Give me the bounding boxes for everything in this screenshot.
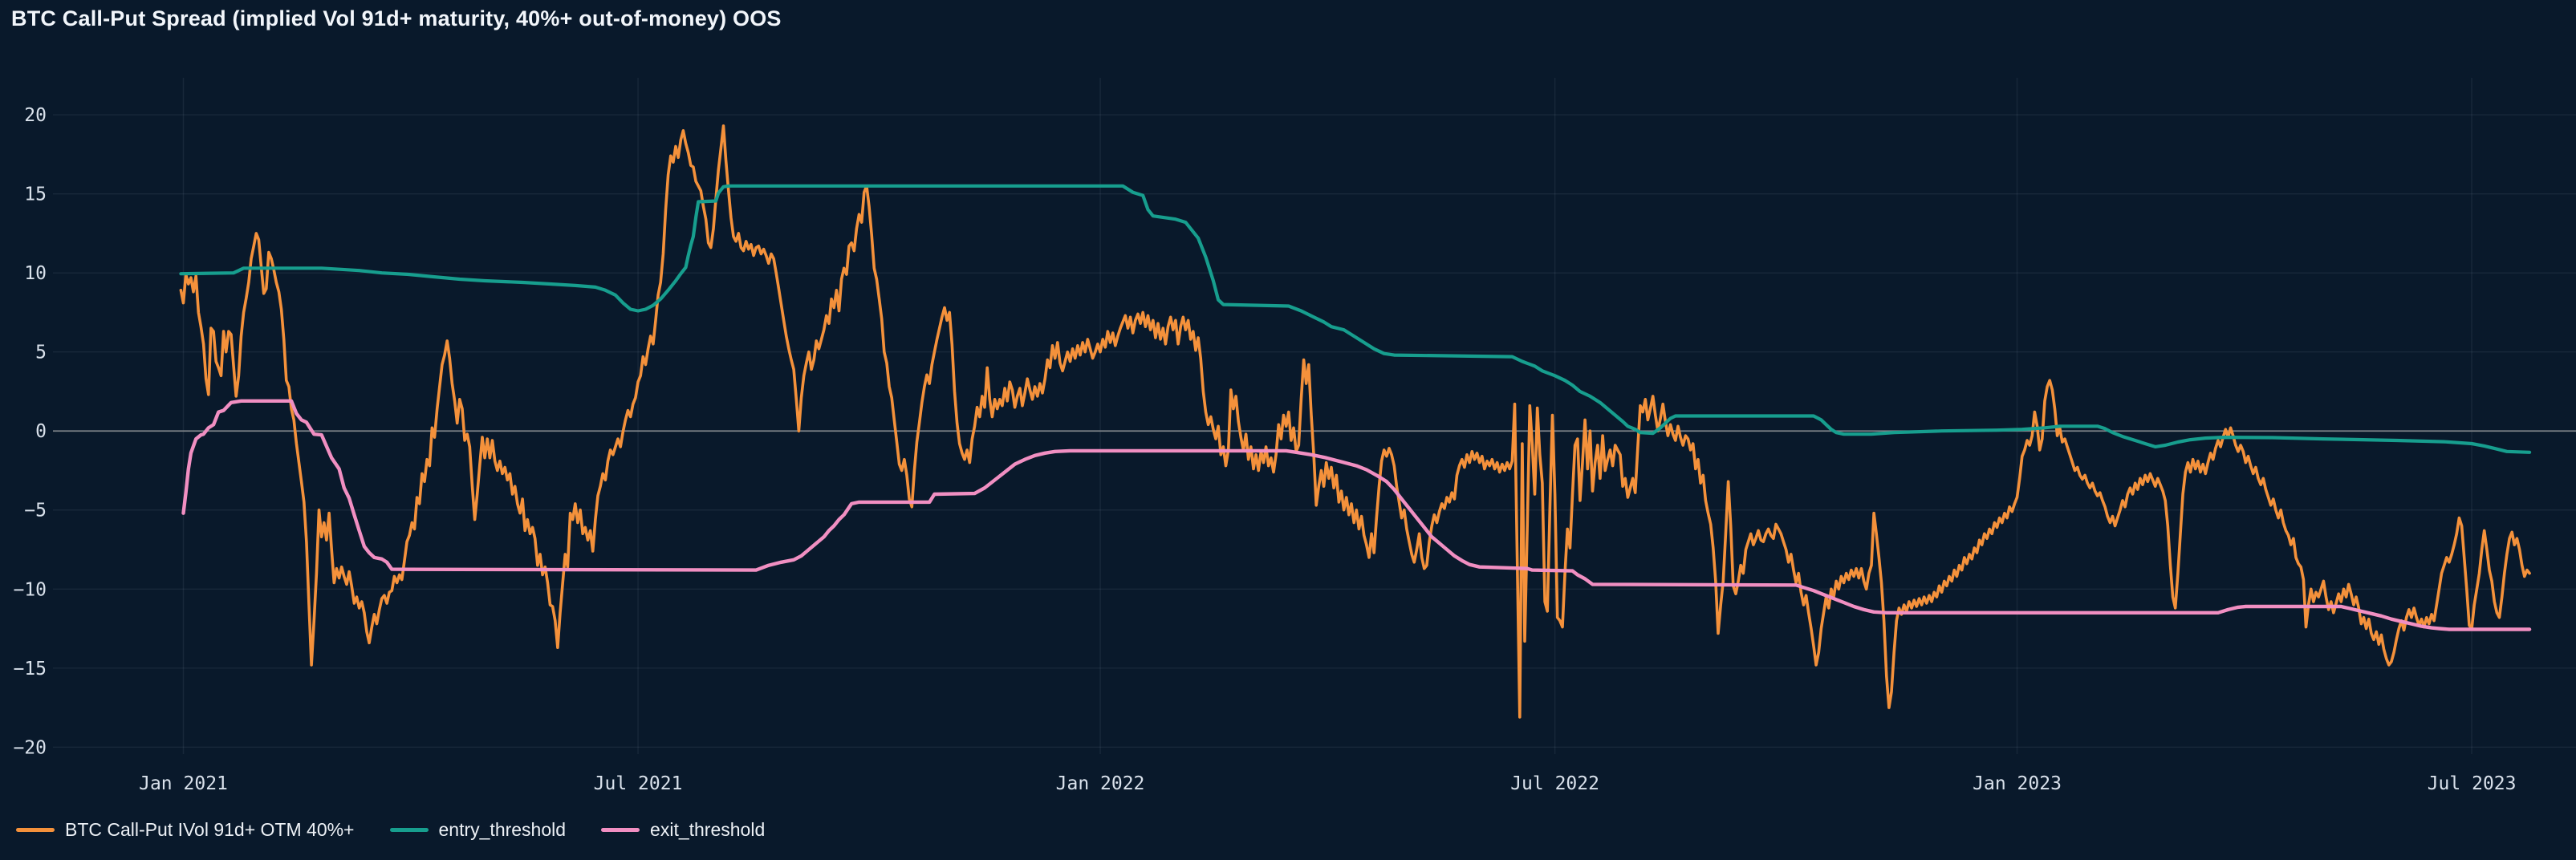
- y-tick-label: 15: [24, 185, 47, 205]
- y-tick-label: 10: [24, 263, 47, 284]
- legend: BTC Call-Put IVol 91d+ OTM 40%+ entry_th…: [16, 817, 765, 842]
- y-tick-label: 5: [35, 343, 47, 363]
- legend-label: exit_threshold: [650, 818, 766, 840]
- y-tick-label: −5: [24, 501, 47, 521]
- y-tick-label: 20: [24, 105, 47, 126]
- y-tick-label: 0: [35, 421, 47, 442]
- series-line-exit_threshold: [181, 399, 2532, 631]
- x-tick-label: Jan 2023: [1973, 773, 2062, 794]
- legend-swatch-teal: [389, 827, 429, 832]
- chart-title: BTC Call-Put Spread (implied Vol 91d+ ma…: [11, 6, 782, 30]
- y-tick-label: −20: [13, 737, 47, 758]
- legend-swatch-pink: [601, 827, 640, 832]
- y-tick-label: −10: [13, 579, 47, 600]
- series-line-entry_threshold: [179, 184, 2532, 454]
- x-tick-label: Jan 2021: [139, 773, 228, 794]
- legend-label: entry_threshold: [438, 818, 567, 840]
- legend-item-entry-threshold[interactable]: entry_threshold: [389, 818, 567, 841]
- legend-label: BTC Call-Put IVol 91d+ OTM 40%+: [65, 818, 355, 840]
- legend-swatch-orange: [16, 827, 55, 832]
- y-tick-label: −15: [13, 659, 47, 679]
- x-tick-label: Jul 2022: [1510, 773, 1599, 794]
- x-tick-label: Jul 2021: [594, 773, 683, 794]
- series-line-btc-callput-ivol: [179, 124, 2531, 719]
- x-tick-label: Jan 2022: [1056, 773, 1145, 794]
- legend-item-exit-threshold[interactable]: exit_threshold: [601, 819, 765, 841]
- legend-item-btc-callput-ivol[interactable]: BTC Call-Put IVol 91d+ OTM 40%+: [16, 819, 355, 841]
- x-tick-label: Jul 2023: [2428, 773, 2517, 794]
